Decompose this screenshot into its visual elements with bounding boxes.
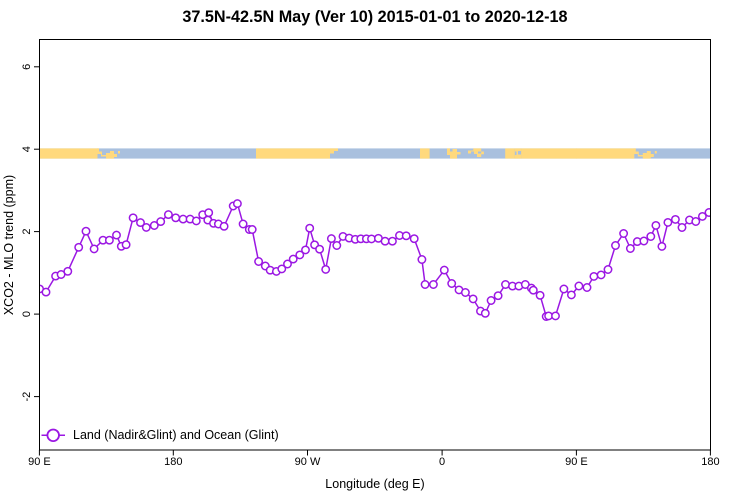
svg-text:-2: -2 <box>21 392 33 402</box>
svg-text:XCO2 - MLO trend (ppm): XCO2 - MLO trend (ppm) <box>2 175 16 315</box>
svg-text:Land (Nadir&Glint) and Ocean (: Land (Nadir&Glint) and Ocean (Glint) <box>73 428 279 442</box>
svg-text:4: 4 <box>21 146 33 152</box>
svg-text:90 E: 90 E <box>28 456 51 468</box>
svg-text:0: 0 <box>21 311 33 317</box>
svg-text:0: 0 <box>439 456 445 468</box>
svg-text:90 E: 90 E <box>565 456 588 468</box>
svg-text:37.5N-42.5N May (Ver 10) 20: 37.5N-42.5N May (Ver 10) 2015-01-01 to 2… <box>182 8 567 26</box>
svg-text:Longitude (deg E): Longitude (deg E) <box>325 477 424 491</box>
svg-text:180: 180 <box>701 456 719 468</box>
svg-text:90 W: 90 W <box>295 456 321 468</box>
svg-text:6: 6 <box>21 64 33 70</box>
svg-text:2: 2 <box>21 229 33 235</box>
svg-text:180: 180 <box>164 456 182 468</box>
